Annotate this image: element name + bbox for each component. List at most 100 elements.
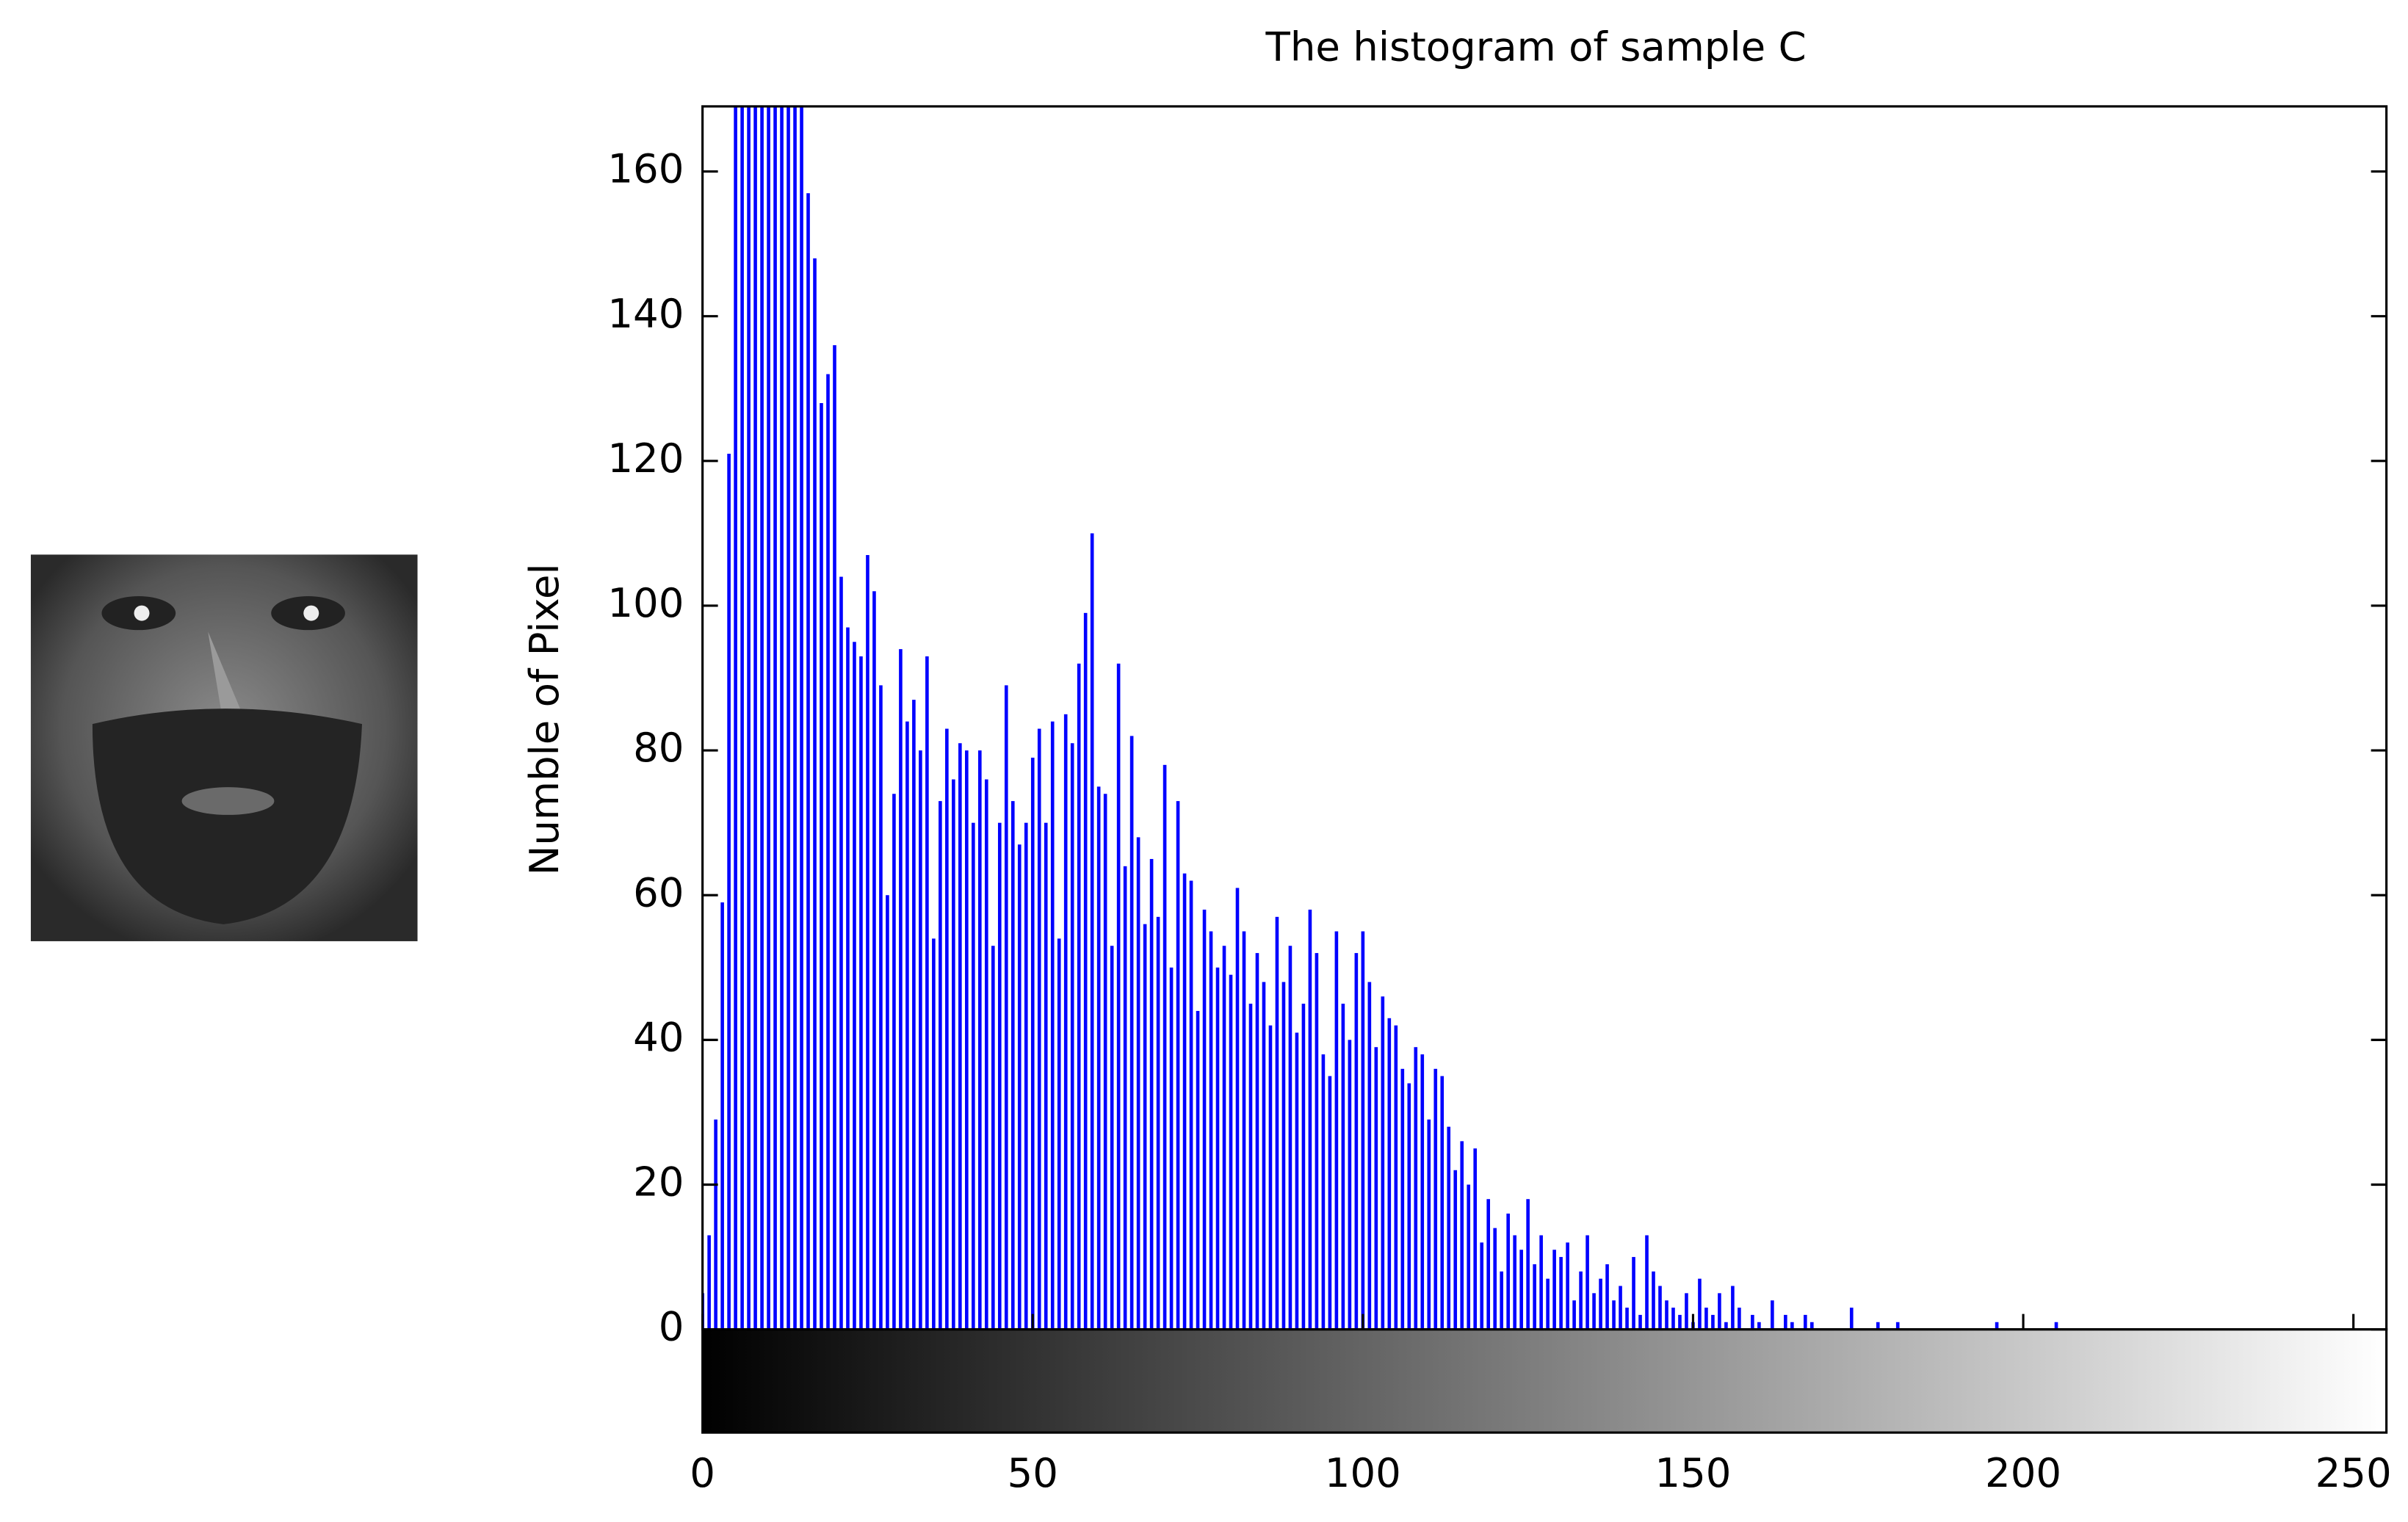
bar <box>1810 1322 1814 1330</box>
bar <box>1262 982 1266 1330</box>
bar <box>1849 1308 1854 1330</box>
bar <box>1242 931 1246 1330</box>
y-tick-label: 60 <box>633 869 684 916</box>
bar <box>1387 1018 1392 1330</box>
bar <box>1367 982 1372 1330</box>
bar <box>1876 1322 1880 1330</box>
bar <box>1341 1004 1345 1330</box>
bar <box>1354 953 1359 1330</box>
bar <box>707 1235 711 1330</box>
bar <box>1361 931 1365 1330</box>
bar <box>773 106 777 1330</box>
bar <box>826 374 830 1330</box>
bar <box>1017 844 1022 1330</box>
bar <box>1050 721 1055 1330</box>
bar <box>753 106 757 1330</box>
bar <box>1493 1228 1497 1330</box>
bar <box>1724 1322 1728 1330</box>
bar <box>1328 1076 1332 1330</box>
bar <box>1275 916 1279 1330</box>
bar <box>1738 1308 1741 1330</box>
bar <box>965 750 969 1330</box>
bar <box>1638 1314 1642 1330</box>
bar <box>1149 858 1154 1330</box>
bar <box>1400 1068 1405 1330</box>
bar <box>813 258 817 1330</box>
bar <box>1704 1308 1708 1330</box>
bar <box>972 822 975 1330</box>
bar <box>945 728 949 1330</box>
bar <box>1566 1242 1569 1330</box>
bar <box>740 106 744 1330</box>
bar <box>787 106 790 1330</box>
bar <box>1546 1278 1550 1330</box>
bar <box>939 801 942 1330</box>
bar <box>1235 888 1240 1330</box>
bar <box>1453 1170 1458 1330</box>
bar <box>1447 1126 1451 1330</box>
bar <box>1506 1213 1510 1330</box>
bar <box>1024 822 1028 1330</box>
bar <box>1268 1025 1273 1330</box>
bar <box>1467 1184 1471 1330</box>
bar <box>932 938 936 1330</box>
bar <box>1030 757 1035 1330</box>
bar <box>952 779 955 1330</box>
bar <box>1189 880 1193 1330</box>
bar <box>1110 946 1114 1330</box>
bar <box>1096 786 1101 1330</box>
bar <box>2054 1322 2058 1330</box>
bar <box>892 794 896 1330</box>
bar <box>1592 1293 1596 1330</box>
bar <box>780 106 784 1330</box>
bar <box>925 656 929 1330</box>
bar <box>839 576 843 1330</box>
bar <box>1599 1278 1602 1330</box>
bar <box>793 106 797 1330</box>
bar <box>1129 736 1134 1330</box>
bar <box>1315 953 1319 1330</box>
y-axis-label: Numble of Pixel <box>521 563 568 875</box>
colorbar <box>701 1328 2388 1434</box>
bar <box>1771 1300 1774 1330</box>
bar <box>747 106 751 1330</box>
bar <box>958 743 962 1330</box>
x-tick-label: 100 <box>1325 1449 1401 1496</box>
x-tick-label: 0 <box>690 1449 715 1496</box>
bar <box>1163 764 1167 1330</box>
bar <box>1374 1047 1378 1330</box>
bar <box>1196 1010 1200 1330</box>
bar <box>1381 996 1385 1330</box>
bar <box>1526 1199 1530 1330</box>
bar <box>886 895 889 1330</box>
bar <box>1804 1314 1807 1330</box>
bar <box>1156 916 1160 1330</box>
bar <box>1010 801 1015 1330</box>
bar <box>1334 931 1339 1330</box>
bars <box>702 106 2058 1330</box>
bar <box>833 345 836 1330</box>
bar <box>1533 1264 1536 1330</box>
bar <box>846 627 850 1330</box>
bar <box>1665 1300 1668 1330</box>
bar <box>1136 837 1140 1330</box>
bar <box>1044 822 1048 1330</box>
bar <box>1612 1300 1616 1330</box>
chart-title: The histogram of sample C <box>1265 23 1807 70</box>
bar <box>1539 1235 1543 1330</box>
y-tick-label: 100 <box>607 579 684 626</box>
bar <box>1143 924 1147 1330</box>
bar <box>872 591 876 1330</box>
bar <box>1678 1314 1682 1330</box>
bar <box>1619 1286 1622 1330</box>
bar <box>1685 1293 1688 1330</box>
bar <box>1460 1141 1464 1330</box>
y-tick-label: 140 <box>607 290 684 337</box>
x-tick-label: 250 <box>2315 1449 2392 1496</box>
bar <box>1288 946 1292 1330</box>
bar <box>1500 1271 1503 1330</box>
bar <box>919 750 922 1330</box>
bar <box>1202 909 1207 1330</box>
bar <box>859 656 863 1330</box>
